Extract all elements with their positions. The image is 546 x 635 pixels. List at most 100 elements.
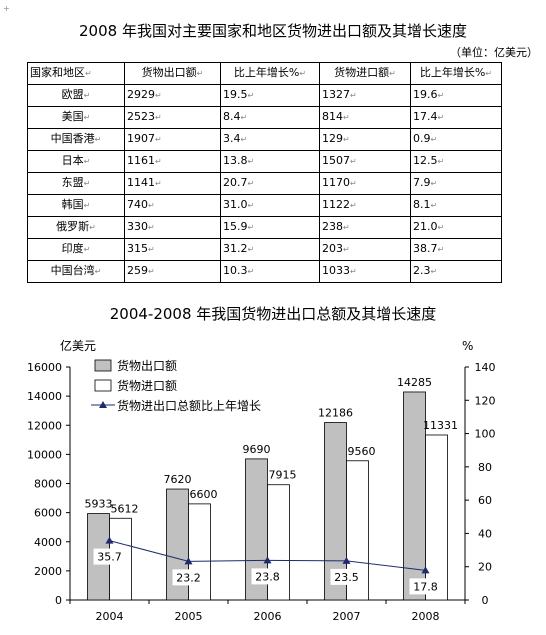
- legend-label-export: 货物出口额: [117, 358, 177, 373]
- region-cell: 中国台湾↵: [27, 260, 125, 283]
- growth-point: [421, 566, 430, 574]
- x-tick-label: 2005: [175, 610, 203, 623]
- cell-mark: ↵: [437, 223, 445, 232]
- value-cell: 38.7↵: [410, 238, 502, 261]
- growth-point-label: 23.8: [255, 570, 280, 583]
- cell-mark: ↵: [240, 113, 248, 122]
- cell-mark: ↵: [430, 179, 438, 188]
- cell-mark: ↵: [437, 113, 445, 122]
- right-tick-label: 40: [478, 527, 492, 540]
- table-row: 俄罗斯↵ 330↵ 15.9↵ 238↵ 21.0↵: [27, 216, 502, 239]
- cell-mark: ↵: [155, 113, 162, 122]
- trade-table: 国家和地区↵ 货物出口额↵ 比上年增长%↵ 货物进口额↵ 比上年增长%↵ 欧盟↵ 2929…: [27, 62, 502, 283]
- value-cell: 259↵: [124, 260, 221, 283]
- cell-mark: ↵: [155, 179, 162, 188]
- value-cell: 203↵: [319, 238, 411, 261]
- cell-mark: ↵: [148, 223, 155, 232]
- cell-mark: ↵: [437, 245, 445, 254]
- right-tick-label: 60: [478, 494, 492, 507]
- growth-label-bg: [93, 548, 126, 565]
- growth-point: [105, 536, 114, 544]
- value-cell: 2.3↵: [410, 260, 502, 283]
- value-cell: 330↵: [124, 216, 221, 239]
- import-bar: [188, 503, 211, 601]
- import-bar: [346, 460, 369, 601]
- left-axis-unit: 亿美元: [60, 338, 96, 353]
- growth-point-label: 35.7: [97, 551, 122, 564]
- corner-mark: +: [3, 4, 10, 13]
- value-cell: 0.9↵: [410, 128, 502, 151]
- value-cell: 1327↵: [319, 84, 411, 107]
- chart-title: 2004-2008 年我国货物进出口总额及其增长速度: [109, 305, 437, 323]
- legend-label-growth: 货物进出口总额比上年增长: [117, 398, 261, 413]
- cell-mark: ↵: [83, 157, 91, 166]
- import-bar-label: 6600: [190, 488, 218, 501]
- value-cell: 1122↵: [319, 194, 411, 217]
- export-bar-label: 14285: [397, 376, 432, 389]
- cell-mark: ↵: [343, 245, 350, 254]
- cell-mark: ↵: [437, 91, 445, 100]
- table-header-row: 国家和地区↵ 货物出口额↵ 比上年增长%↵ 货物进口额↵ 比上年增长%↵: [27, 62, 502, 85]
- right-tick-label: 0: [482, 594, 489, 607]
- cell-mark: ↵: [155, 157, 162, 166]
- value-cell: 238↵: [319, 216, 411, 239]
- value-cell: 13.8↵: [220, 150, 320, 173]
- cell-mark: ↵: [94, 135, 102, 144]
- x-tick-label: 2004: [96, 610, 124, 623]
- value-cell: 15.9↵: [220, 216, 320, 239]
- left-tick-label: 4000: [34, 536, 62, 549]
- cell-mark: ↵: [299, 69, 307, 78]
- cell-mark: ↵: [343, 135, 350, 144]
- value-cell: 3.4↵: [220, 128, 320, 151]
- table-header-cell: 货物出口额↵: [124, 62, 221, 85]
- right-axis-unit: %: [462, 339, 473, 353]
- growth-label-bg: [330, 568, 363, 585]
- cell-mark: ↵: [83, 179, 91, 188]
- x-tick-label: 2008: [412, 610, 440, 623]
- value-cell: 1170↵: [319, 172, 411, 195]
- value-cell: 21.0↵: [410, 216, 502, 239]
- value-cell: 12.5↵: [410, 150, 502, 173]
- region-cell: 中国香港↵: [27, 128, 125, 151]
- left-tick-label: 10000: [27, 448, 62, 461]
- import-bar-label: 5612: [111, 502, 139, 515]
- value-cell: 740↵: [124, 194, 221, 217]
- table-header-cell: 比上年增长%↵: [410, 62, 502, 85]
- value-cell: 814↵: [319, 106, 411, 129]
- value-cell: 31.0↵: [220, 194, 320, 217]
- value-cell: 129↵: [319, 128, 411, 151]
- cell-mark: ↵: [247, 223, 255, 232]
- region-cell: 美国↵: [27, 106, 125, 129]
- value-cell: 315↵: [124, 238, 221, 261]
- cell-mark: ↵: [437, 157, 445, 166]
- export-bar-label: 7620: [164, 473, 192, 486]
- table-header-cell: 国家和地区↵: [27, 62, 125, 85]
- value-cell: 1033↵: [319, 260, 411, 283]
- table-row: 东盟↵ 1141↵ 20.7↵ 1170↵ 7.9↵: [27, 172, 502, 195]
- table-header-cell: 比上年增长%↵: [220, 62, 320, 85]
- export-bar-label: 9690: [243, 443, 271, 456]
- cell-mark: ↵: [148, 267, 155, 276]
- left-tick-label: 16000: [27, 361, 62, 374]
- cell-mark: ↵: [83, 201, 91, 210]
- legend-label-import: 货物进口额: [117, 378, 177, 393]
- table-body: 欧盟↵ 2929↵ 19.5↵ 1327↵ 19.6↵ 美国↵ 2523↵ 8.4↵ 814↵ 1…: [27, 84, 502, 283]
- trade-chart: 0 2000 4000 6000 8000 10000 12000 14000 16000 0 20…: [27, 338, 496, 623]
- region-cell: 俄罗斯↵: [27, 216, 125, 239]
- growth-label-bg: [172, 569, 205, 586]
- cell-mark: ↵: [89, 223, 96, 232]
- cell-mark: ↵: [83, 245, 91, 254]
- table-row: 印度↵ 315↵ 31.2↵ 203↵ 38.7↵: [27, 238, 502, 261]
- region-cell: 韩国↵: [27, 194, 125, 217]
- cell-mark: ↵: [430, 201, 438, 210]
- cell-mark: ↵: [240, 135, 248, 144]
- cell-mark: ↵: [430, 267, 438, 276]
- value-cell: 20.7↵: [220, 172, 320, 195]
- table-row: 美国↵ 2523↵ 8.4↵ 814↵ 17.4↵: [27, 106, 502, 129]
- growth-point: [184, 557, 193, 565]
- cell-mark: ↵: [247, 267, 255, 276]
- value-cell: 2929↵: [124, 84, 221, 107]
- left-tick-label: 0: [55, 594, 62, 607]
- right-tick-label: 80: [478, 461, 492, 474]
- cell-mark: ↵: [485, 69, 493, 78]
